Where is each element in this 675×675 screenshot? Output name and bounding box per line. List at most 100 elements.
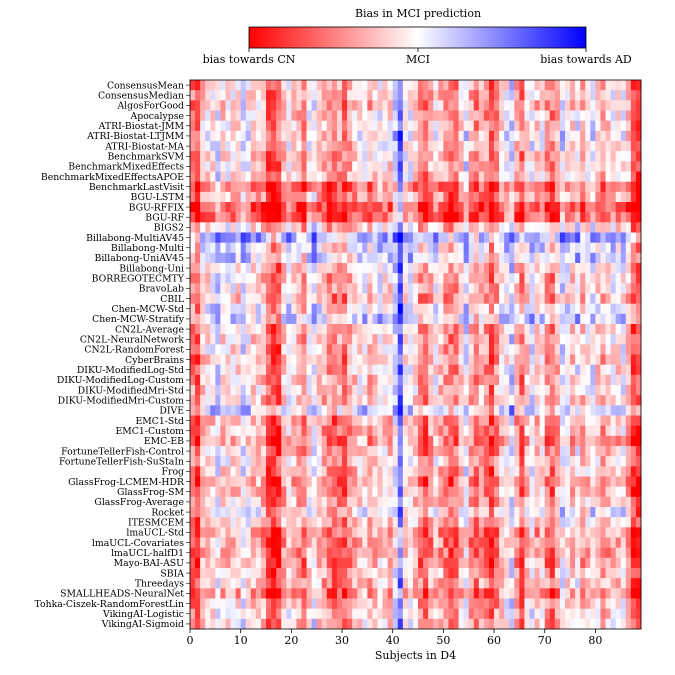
heatmap-cell (585, 537, 591, 549)
heatmap-cell (230, 130, 237, 142)
heatmap-cell (250, 466, 257, 477)
heatmap-cell (342, 130, 348, 142)
heatmap-cell (336, 527, 343, 538)
heatmap-cell (559, 588, 566, 599)
heatmap-cell (382, 568, 389, 579)
heatmap-cell (580, 252, 586, 264)
heatmap-cell (296, 608, 302, 620)
heatmap-cell (250, 334, 257, 345)
heatmap-cell (387, 344, 394, 355)
heatmap-cell (595, 161, 601, 172)
heatmap-cell (524, 405, 530, 416)
heatmap-cell (195, 130, 201, 142)
heatmap-cell (250, 161, 257, 172)
heatmap-cell (453, 618, 459, 630)
heatmap-cell (220, 283, 226, 294)
heatmap-cell (220, 568, 226, 579)
heatmap-cell (514, 568, 520, 579)
heatmap-cell (342, 303, 348, 315)
heatmap-cell (316, 435, 323, 447)
heatmap-cell (468, 507, 475, 518)
heatmap-cell (321, 618, 328, 630)
heatmap-cell (195, 324, 201, 335)
heatmap-cell (347, 476, 353, 488)
heatmap-cell (326, 130, 333, 142)
heatmap-cell (473, 263, 480, 274)
heatmap-cell (590, 517, 596, 528)
heatmap-cell (600, 171, 606, 183)
heatmap-cell (539, 120, 546, 132)
heatmap-cell (245, 466, 252, 477)
heatmap-cell (504, 608, 510, 620)
heatmap-cell (468, 283, 475, 294)
heatmap-cell (620, 476, 627, 488)
heatmap-cell (549, 100, 556, 111)
heatmap-cell (595, 476, 601, 488)
heatmap-cell (321, 537, 328, 549)
heatmap-cell (539, 161, 546, 172)
heatmap-cell (331, 385, 338, 396)
heatmap-cell (494, 385, 500, 396)
heatmap-cell (316, 263, 323, 274)
heatmap-cell (549, 395, 556, 406)
heatmap-cell (306, 171, 313, 183)
heatmap-cell (357, 466, 363, 477)
heatmap-cell (488, 547, 495, 559)
heatmap-cell (210, 364, 216, 376)
heatmap-cell (605, 466, 611, 477)
heatmap-cell (529, 618, 535, 630)
heatmap-cell (625, 578, 632, 589)
heatmap-cell (250, 547, 257, 559)
heatmap-cell (311, 425, 318, 437)
heatmap-cell (326, 303, 333, 315)
heatmap-cell (367, 232, 373, 244)
heatmap-cell (311, 395, 318, 406)
heatmap-cell (291, 293, 297, 305)
heatmap-cell (423, 80, 429, 91)
heatmap-cell (428, 608, 434, 620)
heatmap-cell (615, 263, 622, 274)
heatmap-cell (554, 618, 561, 630)
heatmap-cell (352, 608, 358, 620)
heatmap-cell (266, 568, 272, 579)
heatmap-cell (514, 303, 520, 315)
heatmap-cell (595, 446, 601, 457)
heatmap-cell (635, 232, 642, 244)
heatmap-cell (321, 486, 328, 498)
heatmap-cell (443, 537, 449, 549)
heatmap-cell (372, 191, 378, 203)
heatmap-cell (625, 293, 632, 305)
heatmap-cell (210, 374, 216, 386)
heatmap-cell (200, 507, 206, 518)
heatmap-cell (336, 283, 343, 294)
heatmap-cell (620, 263, 627, 274)
heatmap-cell (367, 364, 373, 376)
heatmap-cell (499, 456, 505, 467)
heatmap-cell (590, 110, 596, 122)
heatmap-cell (615, 435, 622, 447)
heatmap-cell (519, 324, 525, 335)
heatmap-cell (494, 496, 500, 508)
heatmap-cell (407, 283, 414, 294)
heatmap-cell (392, 608, 399, 620)
heatmap-cell (392, 405, 399, 416)
heatmap-cell (281, 293, 287, 305)
heatmap-cell (205, 486, 211, 498)
heatmap-cell (276, 283, 282, 294)
heatmap-cell (635, 547, 642, 559)
heatmap-cell (483, 232, 490, 244)
heatmap-cell (453, 100, 459, 111)
heatmap-cell (240, 547, 247, 559)
heatmap-cell (564, 608, 571, 620)
heatmap-cell (423, 344, 429, 355)
heatmap-cell (625, 344, 632, 355)
heatmap-cell (316, 334, 323, 345)
heatmap-cell (407, 263, 414, 274)
heatmap-cell (529, 202, 535, 213)
heatmap-cell (210, 578, 216, 589)
heatmap-cell (625, 110, 632, 122)
heatmap-cell (336, 598, 343, 610)
heatmap-cell (509, 334, 515, 345)
heatmap-cell (453, 415, 459, 427)
heatmap-cell (630, 141, 637, 152)
